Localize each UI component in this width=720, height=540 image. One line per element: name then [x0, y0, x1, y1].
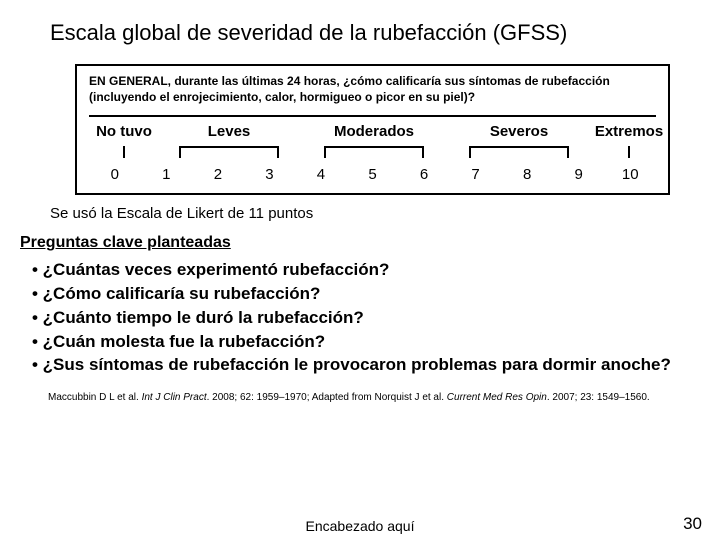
bullet-item: • ¿Cuán molesta fue la rubefacción? — [26, 330, 700, 354]
scale-ticks — [89, 146, 656, 162]
scale-number: 4 — [295, 166, 347, 183]
scale-number: 5 — [347, 166, 399, 183]
scale-number: 9 — [553, 166, 605, 183]
scale-box: EN GENERAL, durante las últimas 24 horas… — [75, 64, 670, 195]
label-severos: Severos — [449, 123, 589, 140]
scale-labels-row: No tuvo Leves Moderados Severos Extremos — [89, 115, 656, 140]
page-title: Escala global de severidad de la rubefac… — [50, 20, 700, 46]
bracket-moderados — [324, 146, 424, 158]
scale-number: 6 — [398, 166, 450, 183]
citation-journal: Current Med Res Opin — [447, 392, 547, 403]
section-heading: Preguntas clave planteadas — [20, 234, 700, 252]
citation-text: Maccubbin D L et al. — [48, 392, 142, 403]
label-notuvo: No tuvo — [89, 123, 159, 140]
tick-mark — [123, 146, 125, 158]
scale-number: 8 — [501, 166, 553, 183]
scale-number: 0 — [89, 166, 141, 183]
label-moderados: Moderados — [299, 123, 449, 140]
label-leves: Leves — [159, 123, 299, 140]
scale-number: 1 — [141, 166, 193, 183]
citation-text: . 2007; 23: 1549–1560. — [547, 392, 650, 403]
footer-text: Encabezado aquí — [0, 518, 720, 534]
scale-number: 3 — [244, 166, 296, 183]
bullet-list: • ¿Cuántas veces experimentó rubefacción… — [26, 258, 700, 377]
scale-number: 10 — [604, 166, 656, 183]
bullet-item: • ¿Cómo calificaría su rubefacción? — [26, 282, 700, 306]
tick-mark — [628, 146, 630, 158]
bracket-leves — [179, 146, 279, 158]
bullet-item: • ¿Cuántas veces experimentó rubefacción… — [26, 258, 700, 282]
scale-number: 7 — [450, 166, 502, 183]
citation-journal: Int J Clin Pract — [142, 392, 207, 403]
bullet-item: • ¿Cuánto tiempo le duró la rubefacción? — [26, 306, 700, 330]
scale-numbers: 0 1 2 3 4 5 6 7 8 9 10 — [89, 166, 656, 183]
bullet-item: • ¿Sus síntomas de rubefacción le provoc… — [26, 353, 700, 377]
page-number: 30 — [683, 514, 702, 534]
label-extremos: Extremos — [589, 123, 669, 140]
citation-text: . 2008; 62: 1959–1970; Adapted from Norq… — [207, 392, 447, 403]
scale-number: 2 — [192, 166, 244, 183]
scale-subtitle: Se usó la Escala de Likert de 11 puntos — [50, 205, 700, 222]
bracket-severos — [469, 146, 569, 158]
scale-question: EN GENERAL, durante las últimas 24 horas… — [89, 74, 656, 105]
citation: Maccubbin D L et al. Int J Clin Pract. 2… — [48, 391, 668, 404]
